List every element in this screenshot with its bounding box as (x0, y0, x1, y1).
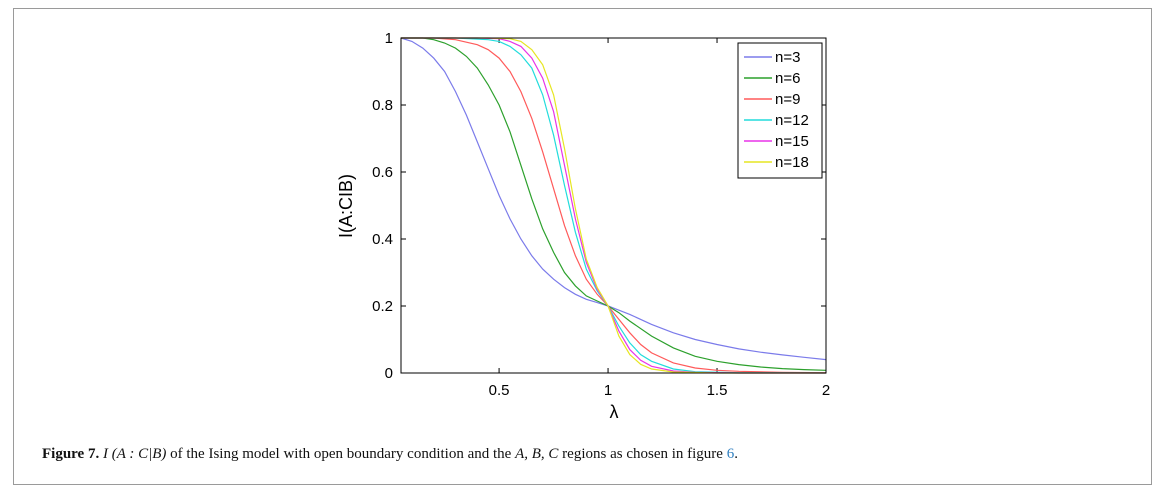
figure-label: Figure 7. (42, 446, 100, 462)
y-tick-label: 0.2 (372, 298, 393, 315)
series-line-n-9 (401, 37, 827, 374)
x-tick-label: 2 (822, 382, 830, 399)
y-tick-label: 0.4 (372, 231, 393, 248)
legend-label: n=12 (775, 112, 809, 129)
legend-label: n=18 (775, 154, 809, 171)
x-tick-label: 1 (604, 382, 612, 399)
caption-text: of the Ising model with open boundary co… (166, 446, 516, 462)
y-axis-title: I(A:CIB) (336, 174, 356, 238)
legend: n=3 n=6 n=9 n=12 n=15 n=18 (737, 42, 823, 179)
line-chart: 00.20.40.60.81 0.5 1 1.5 2 I(A:CIB) λ n=3n=… (336, 30, 830, 422)
x-tick-label: 1.5 (707, 382, 728, 399)
figure-ref-link[interactable]: 6 (726, 446, 735, 462)
caption-math: I (A : C|B) (102, 446, 167, 462)
y-tick-label: 1 (385, 30, 393, 47)
caption-regions: A, B, C (515, 446, 559, 462)
x-axis-title: λ (610, 402, 619, 422)
figure-caption: Figure 7. I (A : C|B) of the Ising model… (42, 446, 1132, 463)
y-tick-label: 0.6 (372, 164, 393, 181)
caption-text-2: regions as chosen in figure (558, 446, 727, 462)
y-tick-label: 0.8 (372, 97, 393, 114)
legend-label: n=6 (775, 70, 800, 87)
legend-box (737, 42, 823, 179)
x-tick-label: 0.5 (489, 382, 510, 399)
legend-label: n=9 (775, 91, 800, 108)
y-tick-label: 0 (385, 365, 393, 382)
series-line-n-15 (401, 37, 826, 374)
plot-frame (400, 37, 827, 374)
series-line-n-18 (401, 37, 826, 374)
legend-label: n=3 (775, 49, 800, 66)
series-line-n-6 (401, 37, 827, 371)
series-line-n-3 (400, 37, 827, 361)
legend-label: n=15 (775, 133, 809, 150)
series-line-n-12 (401, 37, 827, 374)
caption-end: . (734, 446, 738, 462)
